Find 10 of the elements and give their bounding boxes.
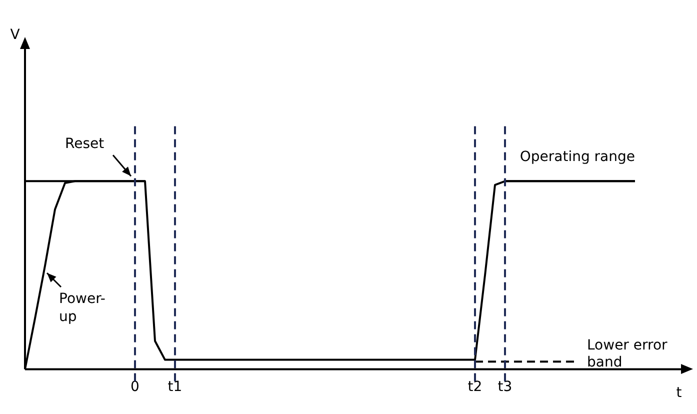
x-tick-label: t1 [168,379,182,396]
x-tick-label: t3 [498,379,512,396]
x-tick-label: t2 [468,379,482,396]
annotation: Reset [65,136,105,152]
series-label: Lower error band [587,338,668,371]
x-tick-label: 0 [130,379,140,396]
text: V [10,27,20,43]
series-label: Operating range [520,149,635,166]
annotation: Power-up [59,291,106,325]
x-axis-title: t [676,385,682,402]
